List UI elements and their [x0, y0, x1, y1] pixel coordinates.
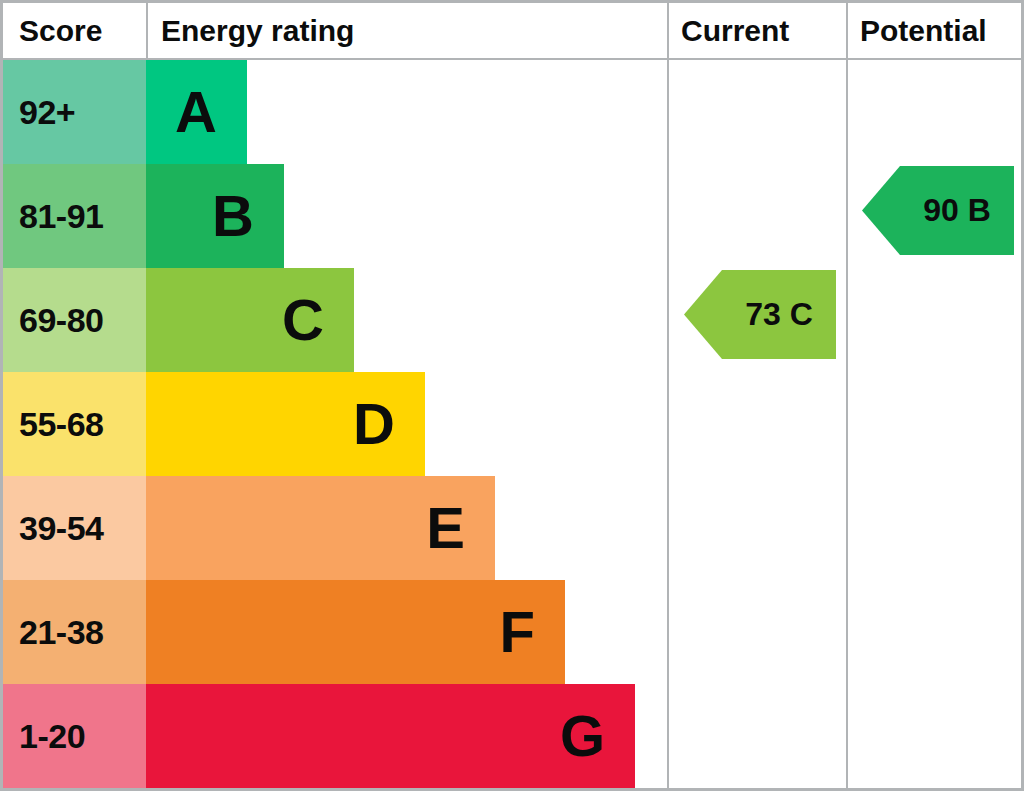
band-row-g: 1-20 G: [3, 684, 1021, 788]
chart-header: Score Energy rating Current Potential: [3, 3, 1021, 60]
divider-current-column: [667, 3, 669, 788]
band-row-e: 39-54 E: [3, 476, 1021, 580]
score-cell: 1-20: [3, 684, 146, 788]
potential-rating-arrow: 90 B: [862, 166, 1014, 255]
header-energy-rating: Energy rating: [146, 3, 667, 58]
score-cell: 55-68: [3, 372, 146, 476]
rating-bar: C: [146, 268, 354, 372]
band-row-b: 81-91 B 90 B: [3, 164, 1021, 268]
rating-bar: F: [146, 580, 565, 684]
score-cell: 92+: [3, 60, 146, 164]
score-cell: 21-38: [3, 580, 146, 684]
header-potential: Potential: [846, 3, 1021, 58]
rating-bar: A: [146, 60, 247, 164]
score-cell: 39-54: [3, 476, 146, 580]
rating-bar: D: [146, 372, 425, 476]
band-row-a: 92+ A: [3, 60, 1021, 164]
score-cell: 81-91: [3, 164, 146, 268]
score-cell: 69-80: [3, 268, 146, 372]
rating-bar: G: [146, 684, 635, 788]
divider-potential-column: [846, 3, 848, 788]
band-row-d: 55-68 D: [3, 372, 1021, 476]
epc-rating-chart: Score Energy rating Current Potential 92…: [0, 0, 1024, 791]
current-rating-arrow: 73 C: [684, 270, 836, 359]
rating-bar: B: [146, 164, 284, 268]
band-row-f: 21-38 F: [3, 580, 1021, 684]
band-row-c: 69-80 C 73 C: [3, 268, 1021, 372]
header-score: Score: [3, 3, 146, 58]
header-current: Current: [667, 3, 846, 58]
rating-bar: E: [146, 476, 495, 580]
